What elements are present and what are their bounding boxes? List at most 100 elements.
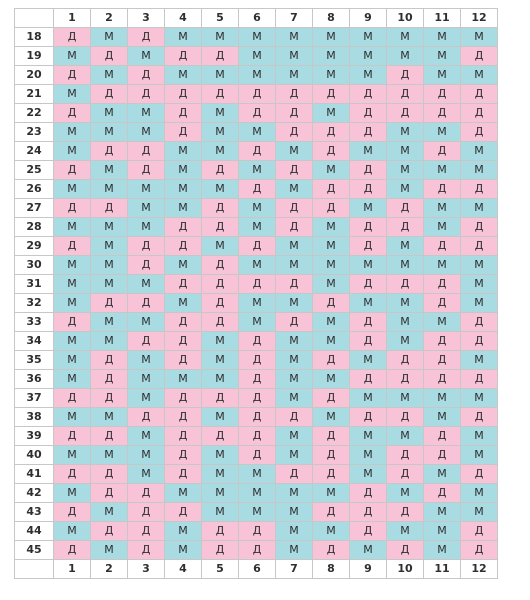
- gender-cell: М: [127, 274, 165, 294]
- gender-cell: Д: [460, 84, 498, 104]
- gender-cell: М: [312, 521, 350, 541]
- gender-cell: Д: [238, 236, 276, 256]
- gender-cell: Д: [164, 312, 202, 332]
- gender-cell: М: [275, 179, 313, 199]
- gender-cell: Д: [90, 141, 128, 161]
- gender-cell: М: [423, 198, 461, 218]
- gender-cell: Д: [386, 407, 424, 427]
- gender-cell: М: [275, 255, 313, 275]
- gender-cell: М: [164, 521, 202, 541]
- gender-cell: М: [164, 540, 202, 560]
- gender-cell: Д: [90, 426, 128, 446]
- gender-cell: Д: [53, 236, 91, 256]
- gender-cell: Д: [164, 84, 202, 104]
- gender-cell: Д: [238, 445, 276, 465]
- table-row: 43 Д М Д Д М М М Д Д Д М М: [14, 502, 498, 522]
- gender-cell: М: [312, 274, 350, 294]
- top-month-header: 10: [386, 8, 424, 28]
- gender-cell: Д: [127, 84, 165, 104]
- gender-cell: М: [275, 141, 313, 161]
- gender-cell: Д: [386, 350, 424, 370]
- gender-cell: М: [275, 483, 313, 503]
- gender-cell: Д: [164, 426, 202, 446]
- gender-cell: Д: [53, 65, 91, 85]
- gender-cell: Д: [238, 521, 276, 541]
- gender-cell: М: [460, 293, 498, 313]
- gender-cell: М: [90, 540, 128, 560]
- gender-cell: Д: [201, 293, 239, 313]
- gender-cell: Д: [53, 312, 91, 332]
- gender-cell: Д: [238, 407, 276, 427]
- gender-cell: М: [386, 122, 424, 142]
- gender-cell: М: [386, 426, 424, 446]
- age-label: 20: [14, 65, 54, 85]
- gender-cell: Д: [238, 84, 276, 104]
- table-body: 18 Д М Д М М М М М М М М М 19 М Д М Д Д М М М М М М Д 20 Д М Д М М М М М М Д…: [14, 27, 498, 560]
- table-row: 26 М М М М М Д М Д Д М Д Д: [14, 179, 498, 199]
- gender-cell: М: [423, 521, 461, 541]
- gender-cell: Д: [238, 141, 276, 161]
- gender-cell: М: [275, 293, 313, 313]
- gender-cell: М: [460, 160, 498, 180]
- gender-cell: М: [53, 122, 91, 142]
- gender-cell: М: [53, 445, 91, 465]
- table-row: 45 Д М Д М Д Д М Д М Д М Д: [14, 540, 498, 560]
- gender-cell: Д: [164, 388, 202, 408]
- gender-cell: М: [386, 27, 424, 47]
- gender-cell: Д: [53, 464, 91, 484]
- gender-cell: М: [201, 65, 239, 85]
- gender-cell: Д: [312, 502, 350, 522]
- gender-cell: Д: [349, 369, 387, 389]
- age-label: 37: [14, 388, 54, 408]
- gender-cell: Д: [53, 160, 91, 180]
- gender-cell: М: [275, 27, 313, 47]
- gender-cell: Д: [312, 122, 350, 142]
- gender-cell: М: [90, 502, 128, 522]
- gender-cell: М: [460, 65, 498, 85]
- gender-cell: М: [127, 464, 165, 484]
- gender-cell: Д: [53, 103, 91, 123]
- gender-cell: Д: [349, 217, 387, 237]
- gender-cell: М: [386, 312, 424, 332]
- age-label: 27: [14, 198, 54, 218]
- gender-cell: Д: [275, 274, 313, 294]
- gender-cell: М: [53, 407, 91, 427]
- gender-cell: Д: [90, 483, 128, 503]
- gender-cell: М: [349, 46, 387, 66]
- gender-cell: М: [423, 27, 461, 47]
- gender-cell: Д: [275, 84, 313, 104]
- gender-cell: М: [238, 198, 276, 218]
- gender-cell: М: [349, 293, 387, 313]
- gender-cell: Д: [386, 217, 424, 237]
- gender-cell: М: [201, 236, 239, 256]
- gender-cell: М: [53, 369, 91, 389]
- age-label: 25: [14, 160, 54, 180]
- gender-cell: М: [312, 369, 350, 389]
- gender-cell: М: [349, 27, 387, 47]
- gender-cell: Д: [312, 84, 350, 104]
- gender-cell: Д: [386, 84, 424, 104]
- gender-cell: М: [275, 65, 313, 85]
- gender-cell: М: [312, 103, 350, 123]
- age-label: 43: [14, 502, 54, 522]
- age-label: 29: [14, 236, 54, 256]
- bottom-month-header: 4: [164, 559, 202, 579]
- table-row: 44 М Д Д М Д Д М М Д М М Д: [14, 521, 498, 541]
- age-label: 26: [14, 179, 54, 199]
- gender-cell: Д: [127, 236, 165, 256]
- gender-cell: Д: [312, 141, 350, 161]
- gender-cell: М: [423, 255, 461, 275]
- gender-cell: М: [53, 521, 91, 541]
- top-month-header: 3: [127, 8, 165, 28]
- gender-cell: Д: [164, 217, 202, 237]
- gender-cell: М: [275, 426, 313, 446]
- gender-cell: М: [164, 141, 202, 161]
- gender-cell: Д: [312, 464, 350, 484]
- age-label: 31: [14, 274, 54, 294]
- age-label: 18: [14, 27, 54, 47]
- age-label: 44: [14, 521, 54, 541]
- gender-cell: Д: [53, 426, 91, 446]
- gender-cell: Д: [127, 331, 165, 351]
- gender-cell: Д: [90, 293, 128, 313]
- gender-cell: Д: [238, 350, 276, 370]
